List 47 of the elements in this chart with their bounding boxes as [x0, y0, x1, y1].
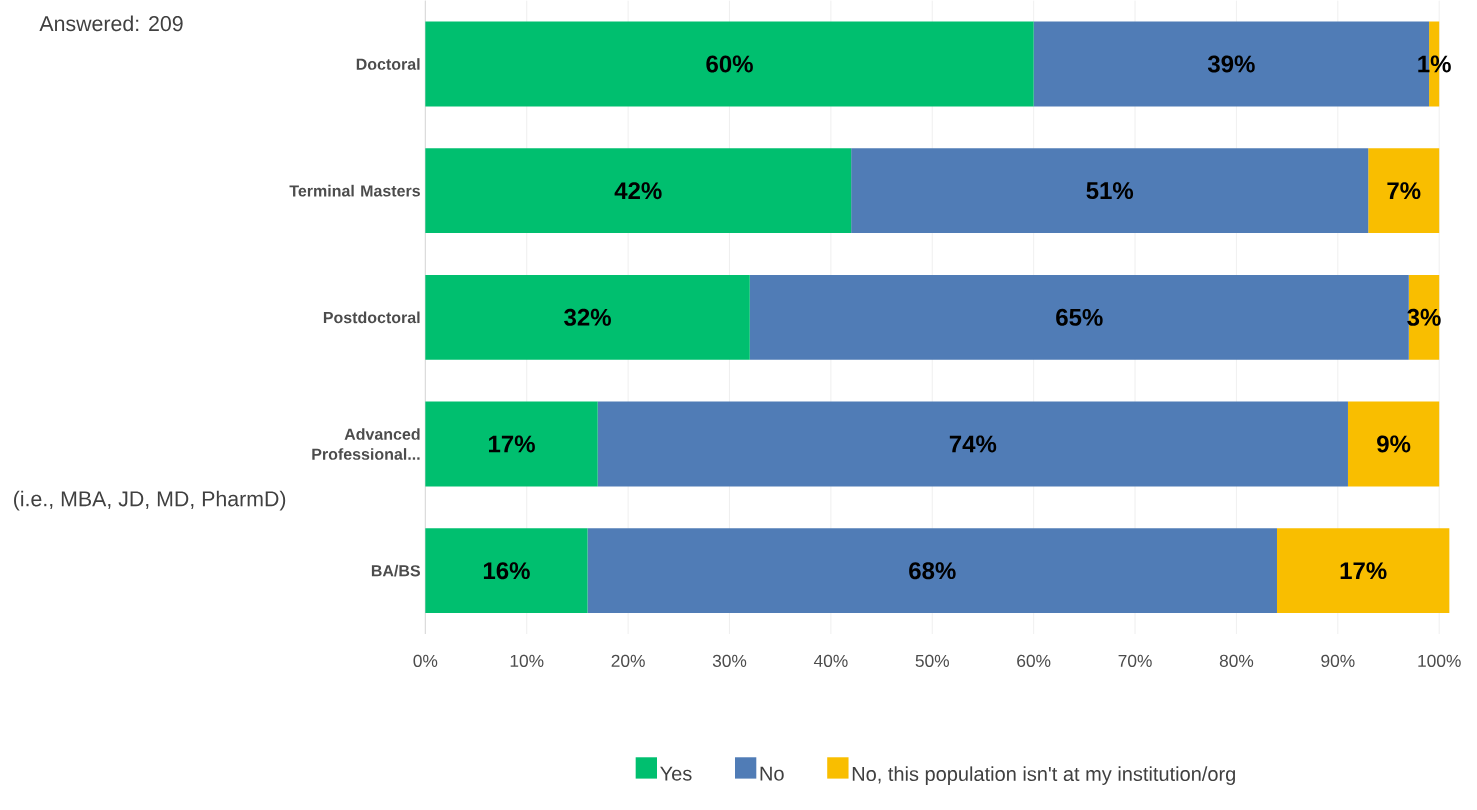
text: Answered: 209	[39, 15, 183, 32]
bar	[1368, 148, 1440, 234]
data-label: 17%	[489, 435, 535, 453]
x-tick-label: 80%	[1219, 654, 1254, 667]
x-tick-label: 50%	[915, 654, 950, 667]
bar	[425, 21, 1034, 107]
legend-label: No	[760, 766, 784, 781]
data-label: 17%	[1340, 562, 1387, 580]
legend-label: No, this population isn't at my institution/org	[852, 766, 1235, 785]
legend-label: Yes	[660, 766, 692, 781]
y-tick-label: Advanced Professional...	[312, 428, 420, 460]
data-label: 9%	[1377, 435, 1411, 453]
bar	[1347, 401, 1440, 487]
y-tick-label: Terminal Masters	[289, 184, 420, 197]
bar	[749, 274, 1409, 360]
x-tick-label: 90%	[1321, 654, 1355, 667]
bar	[587, 528, 1277, 614]
bar	[851, 148, 1369, 234]
x-tick-label: 100%	[1418, 654, 1461, 667]
bar	[425, 528, 588, 614]
data-label: 7%	[1387, 182, 1421, 200]
x-tick-label: 40%	[813, 654, 848, 667]
data-label: 1%	[1418, 55, 1451, 73]
bar	[425, 401, 598, 487]
data-label: 32%	[564, 308, 611, 326]
data-label: 68%	[909, 562, 956, 580]
y-tick-label: Postdoctoral	[323, 311, 420, 324]
data-label: 39%	[1207, 55, 1255, 73]
x-tick-label: 0%	[413, 654, 438, 667]
data-label: 42%	[614, 182, 662, 200]
x-tick-label: 70%	[1118, 654, 1152, 667]
data-label: 74%	[949, 435, 997, 453]
y-tick-label: BA/BS	[371, 564, 420, 577]
x-tick-label: 60%	[1017, 654, 1051, 667]
bar	[425, 148, 852, 234]
x-tick-label: 30%	[712, 654, 747, 667]
bar	[597, 401, 1348, 487]
x-tick-label: 10%	[510, 654, 544, 667]
data-label: 65%	[1056, 308, 1103, 326]
x-tick-label: 20%	[611, 654, 645, 667]
text: (i.e., MBA, JD, MD, PharmD)	[14, 490, 286, 511]
data-label: 16%	[483, 562, 530, 580]
bar	[1276, 528, 1450, 614]
y-tick-label: Doctoral	[356, 58, 420, 70]
bar	[425, 274, 750, 360]
data-label: 51%	[1086, 182, 1134, 200]
data-label: 60%	[706, 55, 753, 73]
